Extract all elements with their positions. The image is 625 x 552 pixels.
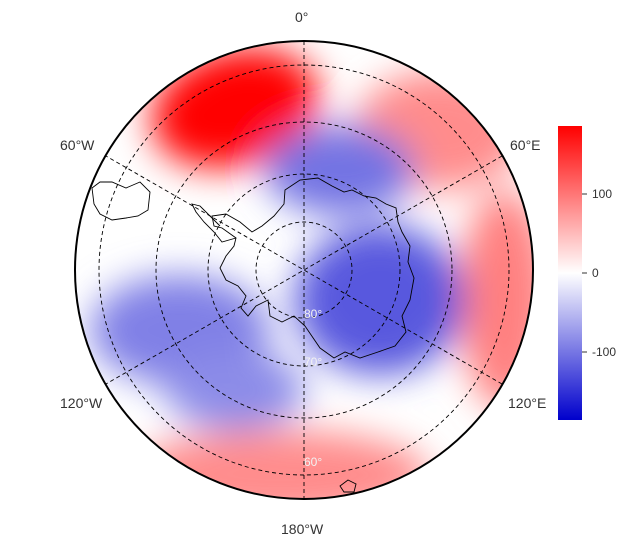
anomaly-strong-positive-antarctic-peninsula [151, 47, 319, 169]
lat-label-60: 60° [304, 455, 322, 469]
antarctica-coastline [211, 177, 415, 359]
lon-label-120w: 120°W [60, 395, 103, 411]
field-layer [75, 41, 533, 499]
lat-circle-50 [98, 64, 510, 476]
anomaly-positive-ring-180 [130, 430, 430, 499]
lat-label-80: 80° [304, 307, 322, 321]
cb-tick-label-0: 0 [592, 266, 599, 280]
lon-label-0: 0° [295, 9, 309, 25]
anomaly-negative-east-antarctica [295, 225, 465, 375]
map-boundary [74, 40, 534, 500]
lon-label-60w: 60°W [60, 137, 95, 153]
latitude-labels: 80° 70° 60° [304, 307, 322, 469]
antarctic-peninsula [191, 203, 237, 243]
anomaly-negative-queen-maud-land [265, 125, 415, 215]
coastlines [91, 177, 415, 493]
lon-label-180w: 180°W [281, 521, 324, 537]
lat-circle-80 [255, 221, 353, 319]
cb-tick-label-100: 100 [592, 187, 613, 201]
lon-label-120e: 120°E [508, 395, 547, 411]
south-america-tip [91, 181, 151, 221]
meridian-120e-60w [105, 155, 503, 385]
colorbar-gradient-bar [558, 126, 582, 420]
lat-label-70: 70° [304, 355, 322, 369]
anomaly-negative-amundsen-sea [165, 350, 305, 430]
colorbar [558, 126, 587, 420]
lat-circle-60 [155, 121, 453, 419]
cb-tick-label-neg100: -100 [592, 345, 617, 359]
lon-label-60e: 60°E [510, 137, 541, 153]
subantarctic-island [339, 479, 357, 493]
graticule [98, 41, 510, 499]
meridian-60e-120w [105, 155, 503, 385]
anomaly-positive-ring-120e [460, 190, 533, 410]
